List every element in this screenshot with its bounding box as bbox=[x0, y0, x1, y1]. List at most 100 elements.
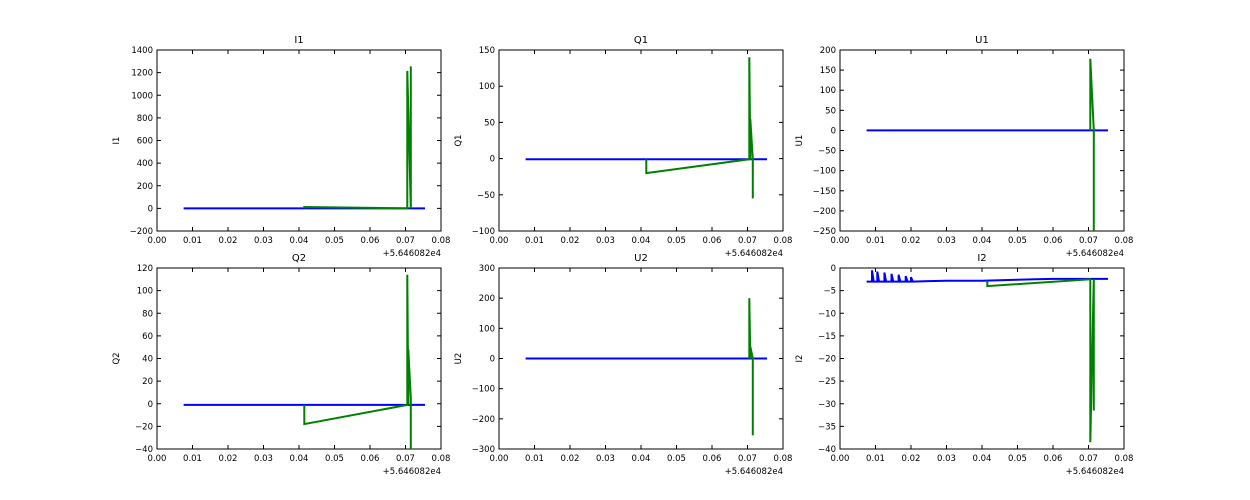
y-tick-label: −150 bbox=[813, 187, 836, 197]
y-tick-label: −50 bbox=[818, 147, 836, 157]
x-tick-label: 0.08 bbox=[432, 236, 451, 246]
x-tick-label: 0.04 bbox=[290, 236, 309, 246]
y-tick-label: −50 bbox=[477, 191, 495, 201]
x-tick-label: 0.04 bbox=[632, 454, 651, 464]
series-line-green bbox=[748, 298, 754, 436]
x-tick-label: 0.02 bbox=[561, 454, 580, 464]
y-tick-label: 600 bbox=[137, 137, 153, 147]
series-line-green bbox=[645, 57, 754, 199]
x-tick-label: 0.01 bbox=[183, 236, 202, 246]
y-tick-label: 120 bbox=[137, 264, 153, 274]
x-tick-label: 0.07 bbox=[396, 454, 415, 464]
y-axis-label: Q2 bbox=[112, 352, 122, 364]
series-line-green bbox=[303, 274, 412, 449]
x-tick-label: 0.03 bbox=[596, 454, 615, 464]
x-tick-label: 0.02 bbox=[902, 454, 921, 464]
x-tick-label: 0.08 bbox=[1115, 236, 1134, 246]
x-tick-label: 0.06 bbox=[1044, 236, 1063, 246]
y-axis-label: Q1 bbox=[454, 134, 464, 146]
x-tick-label: 0.01 bbox=[866, 236, 885, 246]
y-tick-label: −200 bbox=[472, 415, 495, 425]
x-tick-label: 0.01 bbox=[525, 454, 544, 464]
y-tick-label: 0 bbox=[490, 355, 495, 365]
x-tick-label: 0.07 bbox=[1079, 236, 1098, 246]
x-offset-label: +5.646082e4 bbox=[383, 467, 441, 477]
subplot-title: I2 bbox=[977, 253, 986, 264]
y-tick-label: 0 bbox=[148, 400, 153, 410]
y-tick-label: −30 bbox=[818, 400, 836, 410]
x-tick-label: 0.05 bbox=[325, 454, 344, 464]
x-tick-label: 0.00 bbox=[490, 454, 509, 464]
y-tick-label: 300 bbox=[479, 264, 495, 274]
y-tick-label: 150 bbox=[479, 46, 495, 56]
subplot-q2: 0.00 0.01 0.02 0.03 0.04 0.05 0.06 0.07 0.08 −40 −… bbox=[112, 253, 450, 477]
x-tick-label: 0.03 bbox=[937, 236, 956, 246]
y-tick-label: 100 bbox=[820, 86, 836, 96]
x-tick-label: 0.04 bbox=[973, 236, 992, 246]
y-tick-label: −250 bbox=[813, 227, 836, 237]
x-tick-label: 0.01 bbox=[866, 454, 885, 464]
subplot-u1: 0.00 0.01 0.02 0.03 0.04 0.05 0.06 0.07 0.08 −250… bbox=[795, 35, 1133, 259]
x-tick-label: 0.03 bbox=[937, 454, 956, 464]
y-tick-label: −10 bbox=[818, 309, 836, 319]
x-offset-label: +5.646082e4 bbox=[1066, 249, 1124, 259]
axes-frame bbox=[839, 267, 1125, 450]
axes-frame bbox=[498, 49, 784, 232]
x-tick-label: 0.00 bbox=[148, 454, 167, 464]
y-tick-label: 0 bbox=[148, 204, 153, 214]
y-tick-label: −100 bbox=[472, 227, 495, 237]
y-tick-label: −200 bbox=[130, 227, 153, 237]
series-group bbox=[866, 58, 1108, 231]
y-tick-label: −100 bbox=[813, 167, 836, 177]
y-tick-label: −5 bbox=[823, 287, 836, 297]
y-tick-label: −15 bbox=[818, 332, 836, 342]
x-tick-label: 0.08 bbox=[1115, 454, 1134, 464]
y-tick-label: 0 bbox=[831, 126, 836, 136]
x-tick-label: 0.00 bbox=[831, 236, 850, 246]
y-tick-label: −20 bbox=[818, 355, 836, 365]
x-tick-label: 0.03 bbox=[596, 236, 615, 246]
x-tick-label: 0.00 bbox=[148, 236, 167, 246]
y-tick-label: 400 bbox=[137, 159, 153, 169]
y-axis-label: I1 bbox=[112, 137, 122, 145]
x-tick-label: 0.06 bbox=[361, 236, 380, 246]
x-tick-label: 0.02 bbox=[902, 236, 921, 246]
series-group bbox=[183, 66, 425, 210]
x-tick-label: 0.02 bbox=[219, 454, 238, 464]
y-axis-label: U2 bbox=[454, 353, 464, 365]
series-line-green bbox=[1089, 58, 1095, 231]
y-axis-label: I2 bbox=[795, 355, 805, 363]
x-tick-label: 0.02 bbox=[561, 236, 580, 246]
y-tick-label: 20 bbox=[142, 377, 153, 387]
axes-frame bbox=[839, 49, 1125, 232]
y-axis-label: U1 bbox=[795, 135, 805, 147]
x-tick-label: 0.03 bbox=[254, 236, 273, 246]
y-tick-label: 1200 bbox=[131, 69, 153, 79]
y-tick-label: 100 bbox=[479, 82, 495, 92]
x-tick-label: 0.05 bbox=[1008, 236, 1027, 246]
x-offset-label: +5.646082e4 bbox=[383, 249, 441, 259]
subplot-i1: 0.00 0.01 0.02 0.03 0.04 0.05 0.06 0.07 0.08 −200… bbox=[112, 35, 450, 259]
y-tick-label: 100 bbox=[479, 324, 495, 334]
x-tick-label: 0.04 bbox=[973, 454, 992, 464]
subplot-title: U1 bbox=[975, 35, 989, 46]
y-tick-label: 200 bbox=[479, 294, 495, 304]
x-tick-label: 0.00 bbox=[831, 454, 850, 464]
axes-frame bbox=[156, 267, 442, 450]
x-offset-label: +5.646082e4 bbox=[725, 249, 783, 259]
x-offset-label: +5.646082e4 bbox=[725, 467, 783, 477]
series-line-green bbox=[303, 66, 412, 210]
x-tick-label: 0.05 bbox=[667, 236, 686, 246]
x-tick-label: 0.02 bbox=[219, 236, 238, 246]
x-tick-label: 0.06 bbox=[703, 236, 722, 246]
y-tick-label: 150 bbox=[820, 66, 836, 76]
y-tick-label: 200 bbox=[137, 182, 153, 192]
series-group bbox=[525, 298, 767, 436]
y-tick-label: −35 bbox=[818, 422, 836, 432]
series-group bbox=[525, 57, 767, 199]
y-tick-label: 80 bbox=[142, 309, 153, 319]
y-tick-label: −100 bbox=[472, 385, 495, 395]
x-tick-label: 0.08 bbox=[432, 454, 451, 464]
x-tick-label: 0.05 bbox=[1008, 454, 1027, 464]
